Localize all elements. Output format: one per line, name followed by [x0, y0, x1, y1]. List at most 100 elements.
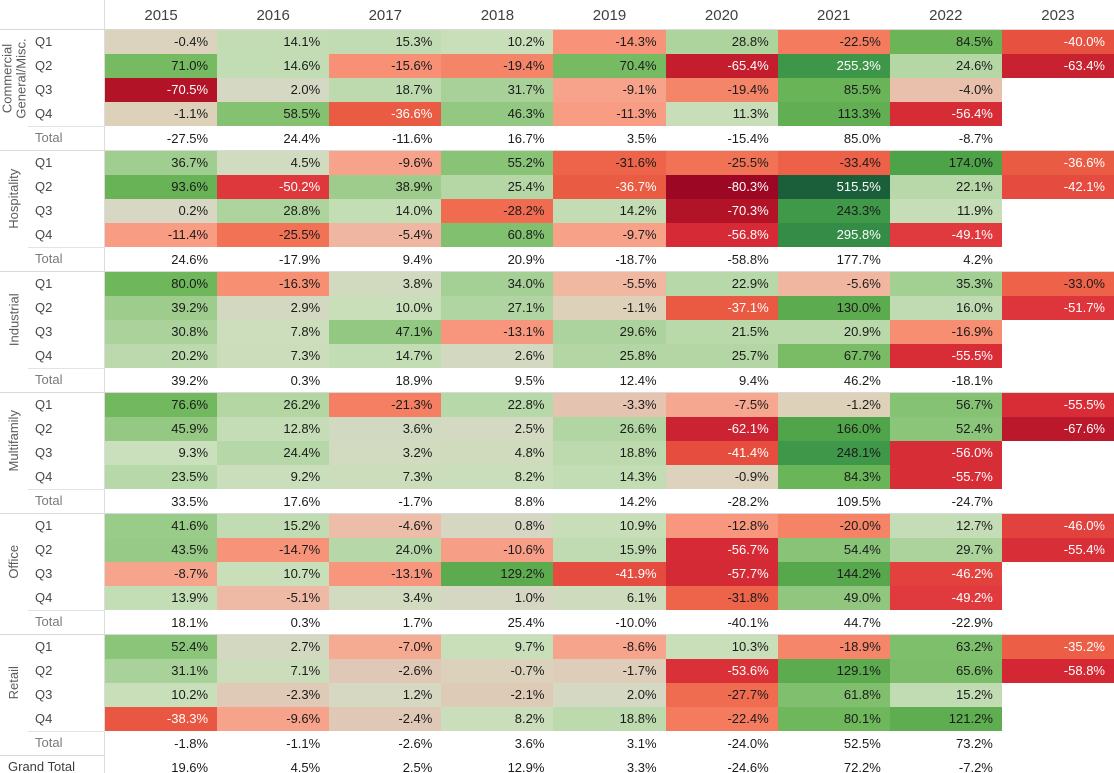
heatmap-cell[interactable]: 55.2% — [441, 151, 554, 175]
heatmap-cell[interactable]: -2.6% — [329, 659, 442, 683]
total-label[interactable]: Total — [28, 489, 105, 514]
heatmap-cell[interactable]: 14.6% — [217, 54, 330, 78]
total-cell[interactable]: -8.7% — [889, 126, 1002, 151]
heatmap-cell[interactable]: 26.2% — [217, 393, 330, 417]
heatmap-cell[interactable]: 15.2% — [889, 683, 1002, 707]
heatmap-cell[interactable]: -35.2% — [1001, 635, 1114, 659]
total-cell[interactable]: 2.5% — [402, 760, 433, 773]
total-cell[interactable]: 4.5% — [290, 760, 321, 773]
heatmap-cell[interactable]: -31.6% — [553, 151, 666, 175]
total-cell[interactable]: 3.5% — [553, 126, 666, 151]
quarter-label[interactable]: Q3 — [28, 199, 105, 223]
sector-label[interactable]: Hospitality — [0, 151, 28, 247]
heatmap-cell[interactable]: -1.7% — [553, 659, 666, 683]
heatmap-cell[interactable]: 60.8% — [441, 223, 554, 247]
heatmap-cell[interactable]: 80.0% — [105, 272, 218, 296]
quarter-label[interactable]: Q2 — [28, 175, 105, 199]
total-cell[interactable]: -24.6% — [727, 760, 769, 773]
heatmap-cell[interactable] — [1002, 223, 1114, 247]
heatmap-cell[interactable]: 71.0% — [105, 54, 218, 78]
heatmap-cell[interactable]: 2.7% — [217, 635, 330, 659]
heatmap-cell[interactable]: 2.0% — [217, 78, 330, 102]
heatmap-cell[interactable]: 28.8% — [665, 30, 778, 54]
heatmap-cell[interactable]: 25.7% — [665, 344, 778, 368]
heatmap-cell[interactable]: -11.3% — [553, 102, 666, 126]
heatmap-cell[interactable]: -51.7% — [1001, 296, 1114, 320]
heatmap-cell[interactable]: 24.6% — [889, 54, 1002, 78]
quarter-label[interactable]: Q2 — [28, 54, 105, 78]
heatmap-cell[interactable]: -38.3% — [105, 707, 218, 731]
heatmap-cell[interactable]: 15.3% — [329, 30, 442, 54]
heatmap-cell[interactable]: 4.5% — [217, 151, 330, 175]
total-cell[interactable]: -10.0% — [553, 610, 666, 635]
heatmap-cell[interactable]: 12.7% — [889, 514, 1002, 538]
total-label[interactable]: Total — [28, 610, 105, 635]
total-cell[interactable]: 1.7% — [329, 610, 442, 635]
quarter-label[interactable]: Q1 — [28, 393, 105, 417]
total-cell[interactable]: 3.6% — [441, 731, 554, 756]
heatmap-cell[interactable]: -8.7% — [105, 562, 218, 586]
total-cell[interactable]: 46.2% — [777, 368, 890, 393]
heatmap-cell[interactable]: 14.1% — [217, 30, 330, 54]
heatmap-cell[interactable]: -22.4% — [665, 707, 778, 731]
sector-label[interactable]: Commercial General/Misc. — [0, 30, 28, 126]
heatmap-cell[interactable]: -56.4% — [889, 102, 1002, 126]
heatmap-cell[interactable]: 3.2% — [329, 441, 442, 465]
year-header[interactable]: 2016 — [256, 7, 290, 24]
heatmap-cell[interactable]: -5.6% — [777, 272, 890, 296]
heatmap-cell[interactable]: 24.0% — [329, 538, 442, 562]
heatmap-cell[interactable]: 144.2% — [777, 562, 890, 586]
heatmap-cell[interactable]: 30.8% — [105, 320, 218, 344]
quarter-label[interactable]: Q4 — [28, 344, 105, 368]
heatmap-cell[interactable]: -14.3% — [553, 30, 666, 54]
heatmap-cell[interactable]: -57.7% — [665, 562, 778, 586]
quarter-label[interactable]: Q2 — [28, 659, 105, 683]
heatmap-cell[interactable]: -28.2% — [441, 199, 554, 223]
heatmap-cell[interactable]: 9.2% — [217, 465, 330, 489]
heatmap-cell[interactable]: 10.2% — [105, 683, 218, 707]
heatmap-cell[interactable] — [1002, 199, 1114, 223]
heatmap-cell[interactable]: 14.3% — [553, 465, 666, 489]
heatmap-cell[interactable]: -13.1% — [329, 562, 442, 586]
heatmap-cell[interactable]: -1.1% — [105, 102, 218, 126]
heatmap-cell[interactable]: -46.0% — [1001, 514, 1114, 538]
total-cell[interactable]: 9.5% — [441, 368, 554, 393]
heatmap-cell[interactable]: -1.2% — [777, 393, 890, 417]
heatmap-cell[interactable]: 35.3% — [889, 272, 1002, 296]
heatmap-cell[interactable]: 46.3% — [441, 102, 554, 126]
total-cell[interactable]: -2.6% — [329, 731, 442, 756]
heatmap-cell[interactable]: -25.5% — [217, 223, 330, 247]
total-cell[interactable]: 18.9% — [329, 368, 442, 393]
heatmap-cell[interactable]: -41.4% — [665, 441, 778, 465]
heatmap-cell[interactable]: 129.2% — [441, 562, 554, 586]
total-cell[interactable]: -17.9% — [217, 247, 330, 272]
heatmap-cell[interactable]: 15.2% — [217, 514, 330, 538]
heatmap-cell[interactable]: 65.6% — [889, 659, 1002, 683]
heatmap-cell[interactable]: 52.4% — [889, 417, 1002, 441]
heatmap-cell[interactable]: -9.1% — [553, 78, 666, 102]
heatmap-cell[interactable]: -14.7% — [217, 538, 330, 562]
quarter-label[interactable]: Q1 — [28, 272, 105, 296]
heatmap-cell[interactable]: -55.7% — [889, 465, 1002, 489]
quarter-label[interactable]: Q3 — [28, 562, 105, 586]
total-cell[interactable]: 44.7% — [777, 610, 890, 635]
heatmap-cell[interactable]: -2.1% — [441, 683, 554, 707]
heatmap-cell[interactable]: -55.4% — [1001, 538, 1114, 562]
quarter-label[interactable]: Q4 — [28, 223, 105, 247]
heatmap-cell[interactable]: -5.5% — [553, 272, 666, 296]
total-cell[interactable]: -1.1% — [217, 731, 330, 756]
quarter-label[interactable]: Q3 — [28, 320, 105, 344]
heatmap-cell[interactable]: -19.4% — [665, 78, 778, 102]
heatmap-cell[interactable]: 0.8% — [441, 514, 554, 538]
year-header[interactable]: 2017 — [368, 7, 402, 24]
heatmap-cell[interactable]: -31.8% — [665, 586, 778, 610]
total-cell[interactable] — [1001, 247, 1114, 272]
heatmap-cell[interactable]: 25.4% — [441, 175, 554, 199]
heatmap-cell[interactable]: -19.4% — [441, 54, 554, 78]
heatmap-cell[interactable]: -11.4% — [105, 223, 218, 247]
heatmap-cell[interactable]: -0.4% — [105, 30, 218, 54]
heatmap-cell[interactable]: 7.8% — [217, 320, 330, 344]
heatmap-cell[interactable]: -9.7% — [553, 223, 666, 247]
heatmap-cell[interactable]: 4.8% — [441, 441, 554, 465]
heatmap-cell[interactable]: 14.2% — [553, 199, 666, 223]
